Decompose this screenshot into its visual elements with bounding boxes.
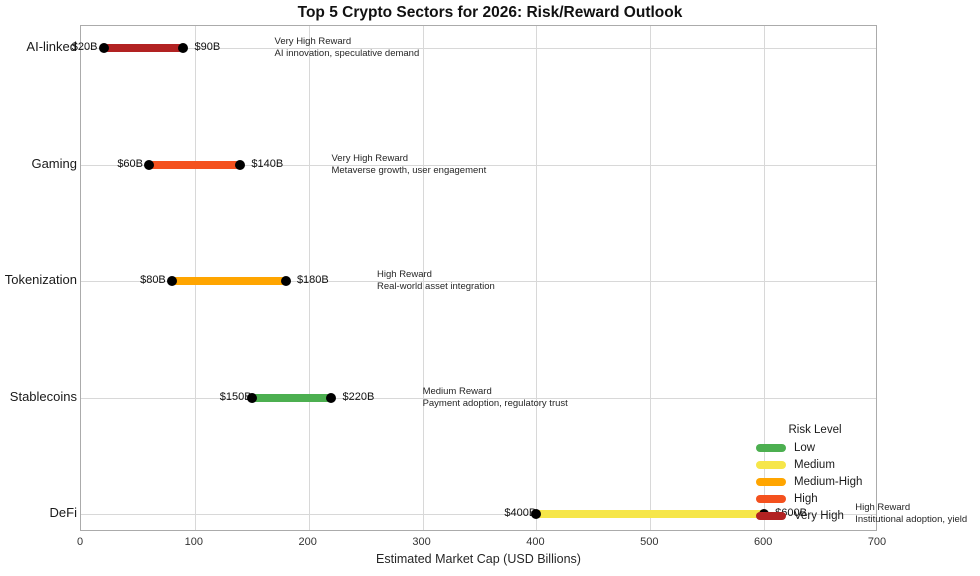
legend-swatch: [756, 477, 786, 486]
y-gridline: [81, 514, 876, 515]
legend: Risk Level Low Medium Medium-High High Very …: [756, 424, 874, 524]
y-gridline: [81, 281, 876, 282]
legend-entry: Medium-High: [756, 473, 874, 490]
range-end-marker: [178, 43, 189, 53]
legend-entry: Low: [756, 439, 874, 456]
x-tick-label: 200: [298, 536, 317, 548]
y-gridline: [81, 48, 876, 49]
x-gridline: [764, 26, 766, 530]
row-annotation-driver: Institutional adoption, yield: [855, 514, 968, 525]
range-bar: [103, 44, 184, 52]
range-start-marker: [531, 509, 542, 519]
row-annotation-driver: Real-world asset integration: [377, 281, 495, 292]
row-annotation: Very High Reward AI innovation, speculati…: [275, 36, 420, 60]
x-tick-label: 100: [184, 536, 204, 548]
legend-entry-label: High: [794, 492, 818, 505]
y-axis-category-label: Tokenization: [4, 272, 77, 287]
row-annotation-reward: Very High Reward: [274, 36, 352, 47]
range-bar: [536, 510, 765, 518]
row-annotation-driver: AI innovation, speculative demand: [274, 48, 420, 59]
range-bar: [172, 277, 286, 285]
x-gridline: [308, 26, 310, 530]
range-start-marker: [167, 276, 178, 286]
row-annotation-driver: Metaverse growth, user engagement: [331, 164, 487, 176]
row-annotation: High Reward Institutional adoption, yield: [855, 502, 967, 526]
chart-title: Top 5 Crypto Sectors for 2026: Risk/Rewa…: [297, 4, 683, 21]
legend-swatch: [756, 494, 786, 503]
range-end-value: $220B: [342, 390, 375, 403]
y-axis-category-label: Stablecoins: [9, 388, 77, 404]
legend-entry: Very High: [756, 507, 874, 524]
range-start-value: $80B: [140, 274, 166, 286]
x-tick-label: 300: [412, 536, 431, 548]
y-axis-category-label: DeFi: [49, 505, 77, 520]
y-gridline: [81, 164, 876, 166]
range-end-marker: [235, 159, 246, 170]
y-gridline: [81, 397, 876, 399]
range-start-marker: [98, 43, 109, 53]
legend-entry-label: Medium: [794, 458, 835, 471]
row-annotation-reward: Medium Reward: [422, 385, 492, 397]
range-bar: [251, 393, 332, 402]
range-start-value: $20B: [71, 41, 98, 53]
range-end-value: $140B: [251, 157, 284, 170]
legend-entry-label: Very High: [794, 509, 844, 522]
range-bar: [149, 160, 241, 169]
row-annotation-reward: High Reward: [377, 269, 432, 280]
legend-entry: Medium: [756, 456, 874, 473]
range-start-value: $60B: [117, 157, 144, 170]
x-tick-label: 600: [753, 536, 773, 548]
legend-swatch: [756, 511, 786, 520]
row-annotation: Very High Reward Metaverse growth, user e…: [331, 153, 486, 177]
legend-swatch: [756, 460, 786, 469]
legend-title: Risk Level: [788, 424, 842, 436]
row-annotation: High Reward Real-world asset integration: [377, 269, 495, 293]
x-tick-label: 700: [867, 536, 887, 548]
range-start-marker: [246, 392, 257, 403]
x-tick-label: 0: [76, 536, 84, 548]
row-annotation-reward: High Reward: [855, 502, 911, 513]
range-start-marker: [144, 159, 155, 170]
plot-area: $20B $90B Very High Reward AI innovation, s…: [72, 25, 967, 531]
range-start-value: $150B: [219, 390, 252, 403]
legend-swatch: [756, 443, 786, 452]
legend-entry: High: [756, 490, 874, 507]
range-end-marker: [280, 276, 291, 286]
range-end-value: $180B: [296, 274, 329, 286]
range-start-value: $400B: [504, 507, 537, 519]
range-end-marker: [326, 392, 337, 403]
row-annotation-reward: Very High Reward: [331, 152, 409, 164]
range-end-value: $90B: [194, 41, 221, 53]
row-annotation-driver: Payment adoption, regulatory trust: [422, 397, 568, 409]
x-axis-label: Estimated Market Cap (USD Billions): [376, 552, 581, 566]
x-gridline: [650, 26, 652, 530]
x-tick-label: 500: [640, 536, 659, 548]
x-gridline: [422, 26, 424, 530]
x-gridline: [536, 26, 538, 530]
legend-entry-label: Medium-High: [794, 475, 863, 488]
x-tick-label: 400: [526, 536, 545, 548]
legend-entries: Low Medium Medium-High High Very High: [756, 439, 874, 524]
row-annotation: Medium Reward Payment adoption, regulator…: [423, 386, 568, 410]
y-axis-category-label: AI-linked: [26, 39, 77, 54]
y-axis-category-label: Gaming: [31, 155, 77, 171]
legend-entry-label: Low: [794, 441, 816, 454]
